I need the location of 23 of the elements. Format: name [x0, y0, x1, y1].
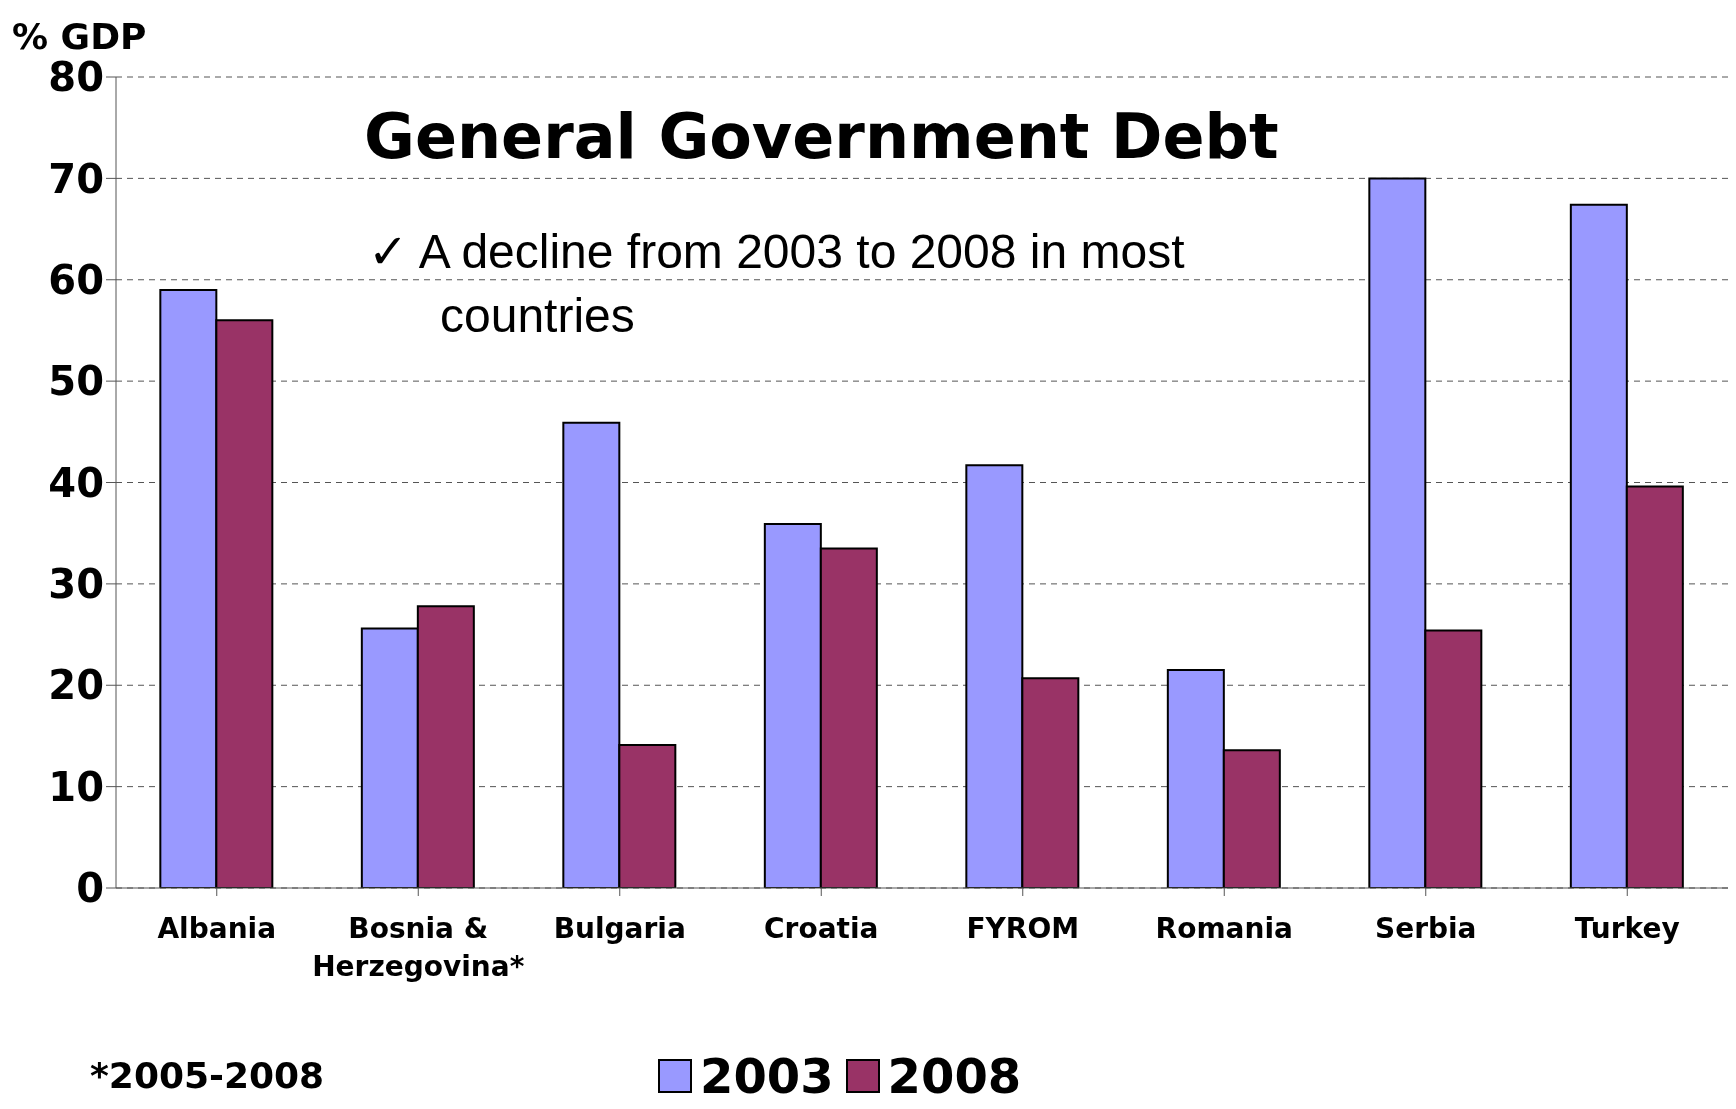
x-tick-label: Bulgaria: [553, 912, 686, 945]
x-tick-label: Turkey: [1574, 912, 1680, 945]
x-tick-label: Albania: [157, 912, 277, 945]
x-tick-label: Romania: [1155, 912, 1293, 945]
x-tick-label: Serbia: [1375, 912, 1477, 945]
y-tick-label: 30: [48, 561, 104, 608]
legend-label: 2003: [700, 1048, 834, 1104]
annotation: ✓ A decline from 2003 to 2008 in most countries: [368, 224, 1186, 344]
y-tick-label: 0: [76, 865, 104, 912]
text: *2005-2008: [90, 1054, 325, 1096]
x-tick-label: FYROM: [966, 912, 1080, 945]
x-tick-label: Bosnia & Herzegovina*: [312, 912, 525, 983]
legend-label: 2008: [887, 1048, 1022, 1104]
y-tick-label: 40: [48, 459, 104, 506]
y-axis-title: % GDP: [12, 16, 147, 57]
y-tick-label: 10: [48, 763, 104, 810]
y-tick-label: 80: [48, 54, 104, 101]
y-tick-label: 60: [48, 256, 104, 303]
y-tick-label: 70: [48, 155, 104, 202]
chart-title: General Government Debt: [364, 100, 1279, 173]
x-tick-label: Croatia: [764, 912, 879, 945]
y-tick-label: 20: [48, 662, 104, 709]
y-tick-label: 50: [48, 358, 104, 405]
